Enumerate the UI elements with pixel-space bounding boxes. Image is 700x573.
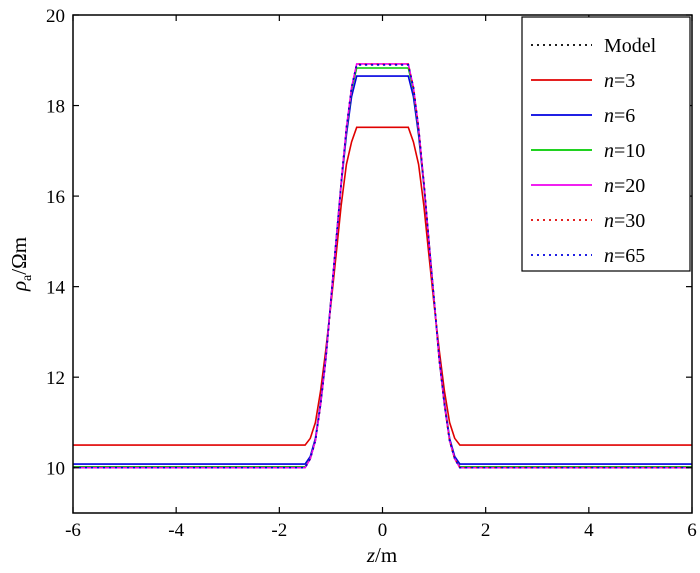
legend-label-3: n=10: [604, 140, 645, 162]
x-tick-label-2: -2: [271, 520, 287, 541]
x-tick-label-4: 2: [481, 520, 491, 541]
legend-label-rest-1: =3: [614, 70, 635, 92]
x-tick-label-1: -4: [168, 520, 184, 541]
legend-label-4: n=20: [604, 175, 645, 197]
legend-label-rest-2: =6: [614, 105, 635, 127]
legend-label-rest-6: =65: [614, 245, 645, 267]
legend-label-5: n=30: [604, 210, 645, 232]
series-line-6: [73, 64, 692, 469]
x-axis-unit: /m: [375, 543, 397, 567]
y-tick-label-0: 10: [46, 459, 65, 480]
y-axis-var: ρ: [7, 281, 31, 292]
x-tick-label-6: 6: [687, 520, 697, 541]
y-axis-unit: /Ωm: [7, 237, 31, 275]
y-tick-label-3: 16: [46, 187, 65, 208]
y-tick-label-4: 18: [46, 97, 65, 118]
legend-label-rest-4: =20: [614, 175, 645, 197]
y-axis-sub: a: [20, 274, 35, 281]
legend-label-var-3: n: [604, 140, 614, 162]
x-tick-label-0: -6: [65, 520, 81, 541]
legend-box: [521, 16, 691, 272]
legend-label-var-2: n: [604, 105, 614, 127]
x-axis-var: z: [366, 543, 375, 567]
series-layer: [73, 63, 692, 469]
ticks-layer: -6 -4 -2 0 2 4 6 10 12 14 16 18 20: [46, 6, 697, 541]
y-tick-label-1: 12: [46, 368, 65, 389]
legend-label-var-6: n: [604, 245, 614, 267]
y-tick-label-2: 14: [46, 278, 66, 299]
legend-label-rest-0: Model: [604, 35, 657, 57]
y-tick-label-5: 20: [46, 6, 65, 27]
legend-label-0: Model: [604, 35, 657, 57]
x-tick-label-5: 4: [584, 520, 594, 541]
legend-label-var-5: n: [604, 210, 614, 232]
legend-label-2: n=6: [604, 105, 635, 127]
x-axis-label: z/m: [366, 543, 397, 567]
legend-label-6: n=65: [604, 245, 645, 267]
series-line-1: [73, 126, 692, 446]
x-tick-label-3: 0: [378, 520, 388, 541]
legend-label-var-1: n: [604, 70, 614, 92]
legend-label-1: n=3: [604, 70, 635, 92]
legend-label-var-4: n: [604, 175, 614, 197]
legend-label-rest-5: =30: [614, 210, 645, 232]
legend-label-rest-3: =10: [614, 140, 645, 162]
y-axis-label: ρa/Ωm: [7, 237, 35, 292]
